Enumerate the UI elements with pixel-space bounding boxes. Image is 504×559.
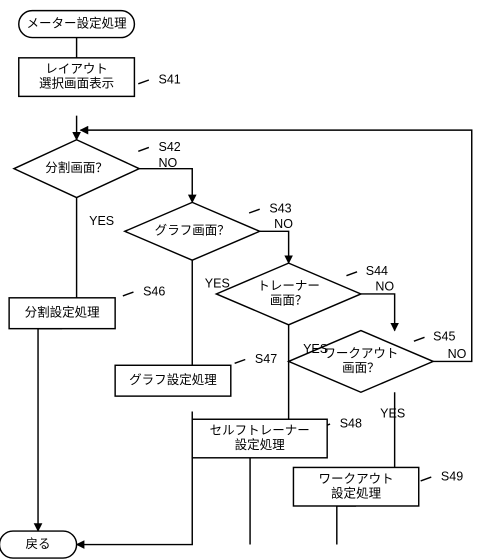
node-text: 設定処理 <box>331 485 382 500</box>
node-text: グラフ設定処理 <box>129 372 217 387</box>
node-s48: セルフトレーナー設定処理 <box>192 419 327 458</box>
step-label-s47: S47 <box>255 352 277 366</box>
node-s46: 分割設定処理 <box>9 298 115 329</box>
flow-edge <box>337 506 356 545</box>
node-text: ワークアウト <box>319 472 394 486</box>
flowchart-canvas: メーター設定処理レイアウト選択画面表示分割画面？グラフ画面？トレーナー画面？ワー… <box>0 0 504 559</box>
node-text: 設定処理 <box>235 437 286 452</box>
flow-edge <box>38 329 62 531</box>
node-s41: レイアウト選択画面表示 <box>19 58 135 97</box>
step-label-s48: S48 <box>340 416 362 430</box>
node-s47: グラフ設定処理 <box>115 365 231 396</box>
node-s43: グラフ画面？ <box>125 202 260 260</box>
branch-label-s43_yes: YES <box>205 277 230 291</box>
branch-label-s45_yes: YES <box>380 407 405 421</box>
node-text: 分割画面？ <box>45 160 108 175</box>
branch-label-s44_yes: YES <box>303 342 328 356</box>
node-s45: ワークアウト画面？ <box>289 331 434 393</box>
node-text: セルフトレーナー <box>210 424 310 438</box>
flow-edge <box>249 209 260 213</box>
node-text: 選択画面表示 <box>39 77 114 91</box>
step-label-s41: S41 <box>159 72 181 86</box>
flow-edge <box>235 359 246 363</box>
flow-edge <box>138 80 149 84</box>
node-start: メーター設定処理 <box>19 11 135 38</box>
branch-label-s42_yes: YES <box>89 214 114 228</box>
branch-label-s42_no: NO <box>159 156 178 170</box>
step-label-s45: S45 <box>433 330 455 344</box>
flow-edge <box>80 130 471 361</box>
flow-edge <box>139 169 192 203</box>
flow-edge <box>260 231 289 263</box>
branch-label-s43_no: NO <box>274 217 293 231</box>
node-text: 画面？ <box>342 361 380 375</box>
flow-edge <box>346 272 357 276</box>
node-s49: ワークアウト設定処理 <box>293 467 418 506</box>
flow-edge <box>414 337 425 341</box>
step-label-s43: S43 <box>269 201 291 215</box>
node-text: 画面？ <box>270 293 308 307</box>
node-text: 戻る <box>26 537 51 551</box>
node-text: トレーナー <box>257 279 320 293</box>
node-text: メーター設定処理 <box>27 15 128 30</box>
flow-edge <box>361 294 395 331</box>
node-text: 分割設定処理 <box>25 305 101 320</box>
step-label-s46: S46 <box>143 284 165 298</box>
node-s42: 分割画面？ <box>14 140 139 198</box>
flow-edge <box>250 458 260 545</box>
branch-label-s44_no: NO <box>375 280 394 294</box>
step-label-s44: S44 <box>366 264 388 278</box>
step-label-s49: S49 <box>441 469 463 483</box>
flow-edge <box>421 477 432 481</box>
node-s44: トレーナー画面？ <box>216 263 361 325</box>
flow-edge <box>77 412 193 545</box>
branch-label-s45_no: NO <box>448 347 467 361</box>
node-text: レイアウト <box>45 62 108 76</box>
node-return: 戻る <box>0 531 77 558</box>
step-label-s42: S42 <box>159 140 181 154</box>
node-text: ワークアウト <box>323 347 398 361</box>
flow-edge <box>138 147 149 151</box>
flow-edge <box>123 292 134 296</box>
node-text: グラフ画面？ <box>155 224 230 238</box>
